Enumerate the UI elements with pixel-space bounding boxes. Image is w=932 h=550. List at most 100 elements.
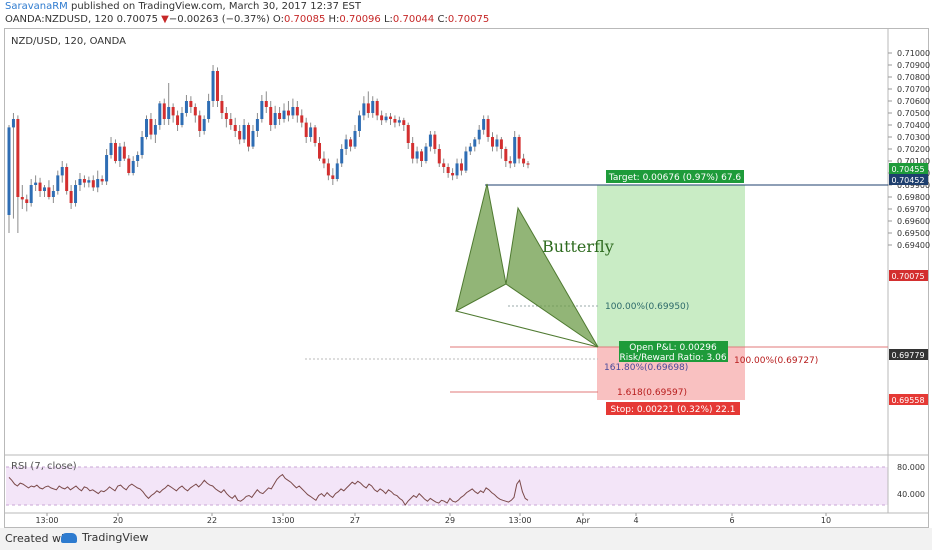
rsi-line <box>8 473 529 506</box>
candle-body <box>189 101 193 107</box>
candle-body <box>468 146 472 152</box>
candle-body <box>60 167 64 176</box>
candle-body <box>353 131 357 147</box>
fib-1618-ext-label: 1.618(0.69597) <box>617 388 687 398</box>
candle-body <box>437 149 441 164</box>
candle-body <box>406 125 410 143</box>
candle-body <box>198 115 202 131</box>
candle-body <box>442 163 446 167</box>
candle-body <box>38 182 42 191</box>
candle-body <box>504 149 508 161</box>
x-tick-label: Apr <box>576 516 591 525</box>
candle-body <box>242 125 246 140</box>
butterfly-xab <box>455 183 507 312</box>
last-price-tag-bg <box>889 270 928 281</box>
x-tick-label: 13:00 <box>508 516 531 525</box>
candle-body <box>78 179 82 185</box>
candle-body <box>96 179 100 188</box>
x-tick-label: 22 <box>207 516 217 525</box>
candle-body <box>357 115 361 131</box>
close-value: 0.70075 <box>447 14 490 25</box>
stop-price-tag-bg <box>889 394 928 405</box>
y-tick-label: 0.70800 <box>897 73 930 82</box>
candle-body <box>340 149 344 164</box>
candle-body <box>326 163 330 176</box>
high-label: H: <box>328 14 340 25</box>
y-tick-label: 0.70600 <box>897 97 930 106</box>
candle-body <box>255 119 259 131</box>
candle-body <box>113 143 117 161</box>
rsi-band <box>6 467 888 505</box>
y-tick-label: 0.70700 <box>897 85 930 94</box>
x-tick-label: 29 <box>445 516 455 525</box>
candle-body <box>473 139 477 147</box>
symbol-text: OANDA:NZDUSD, 120 <box>5 14 114 25</box>
candle-body <box>34 182 38 185</box>
x-tick-label: 27 <box>350 516 360 525</box>
stop-tag: Stop: 0.00221 (0.32%) 22.1 <box>611 405 736 415</box>
footer: Created with TradingView <box>0 528 932 550</box>
candle-body <box>446 167 450 173</box>
target-high-tag: 0.70455 <box>891 165 924 174</box>
stop-price-tag: 0.69558 <box>891 396 924 405</box>
candle-body <box>127 158 131 173</box>
candle-body <box>91 180 95 188</box>
candle-body <box>29 185 33 203</box>
y-tick-label: 0.69500 <box>897 229 930 238</box>
chart-frame <box>4 28 929 528</box>
candle-body <box>371 101 375 113</box>
candle-body <box>388 116 392 119</box>
candle-body <box>428 134 432 147</box>
candle-body <box>229 119 233 125</box>
pnl-text: Open P&L: 0.00296 <box>629 343 717 353</box>
tradingview-brand[interactable]: TradingView <box>61 531 148 544</box>
candle-body <box>393 119 397 123</box>
candle-body <box>291 107 295 116</box>
candle-body <box>25 199 29 203</box>
candle-body <box>366 103 370 113</box>
y-tick-label: 0.70200 <box>897 145 930 154</box>
candle-body <box>7 127 11 215</box>
candle-body <box>349 139 353 147</box>
candle-body <box>211 71 215 101</box>
candle-body <box>184 101 188 113</box>
target-line-tag-bg <box>889 174 928 185</box>
time-axis[interactable]: 13:00 20 22 13:00 27 29 13:00 Apr 4 6 10 <box>35 513 831 525</box>
candle-body <box>286 110 290 116</box>
candle-body <box>260 101 264 119</box>
entry-tag-bg <box>889 349 928 360</box>
candle-body <box>477 129 481 140</box>
open-value: 0.70085 <box>283 14 326 25</box>
candle-body <box>122 146 126 159</box>
candle-body <box>375 101 379 116</box>
candle-body <box>482 119 486 130</box>
candle-body <box>233 125 237 131</box>
candle-body <box>42 187 46 191</box>
candle-body <box>16 119 20 197</box>
candle-body <box>202 119 206 131</box>
candle-body <box>517 137 521 159</box>
author-link[interactable]: SaravanaRM <box>5 1 68 12</box>
candle-body <box>100 179 104 182</box>
fib-100-right-label: 100.00%(0.69727) <box>734 356 818 366</box>
candle-body <box>331 175 335 179</box>
candle-body <box>251 131 255 147</box>
last-price-tag: 0.70075 <box>891 272 924 281</box>
price-axis[interactable]: 0.71000 0.70900 0.70800 0.70700 0.70600 0.705… <box>888 49 930 250</box>
candle-body <box>264 101 268 107</box>
candle-body <box>87 180 91 183</box>
y-tick-label: 0.69400 <box>897 241 930 250</box>
candle-body <box>397 120 401 123</box>
candle-body <box>295 107 299 116</box>
rr-text: Risk/Reward Ratio: 3.06 <box>619 353 726 363</box>
y-tick-label: 0.70300 <box>897 133 930 142</box>
candle-body <box>140 137 144 155</box>
y-tick-label: 0.70500 <box>897 109 930 118</box>
down-arrow-icon: ▼ <box>161 14 169 25</box>
candle-body <box>20 197 24 200</box>
low-value: 0.70044 <box>392 14 435 25</box>
candle-body <box>11 119 15 128</box>
candle-body <box>105 155 109 182</box>
candle-body <box>522 158 526 164</box>
